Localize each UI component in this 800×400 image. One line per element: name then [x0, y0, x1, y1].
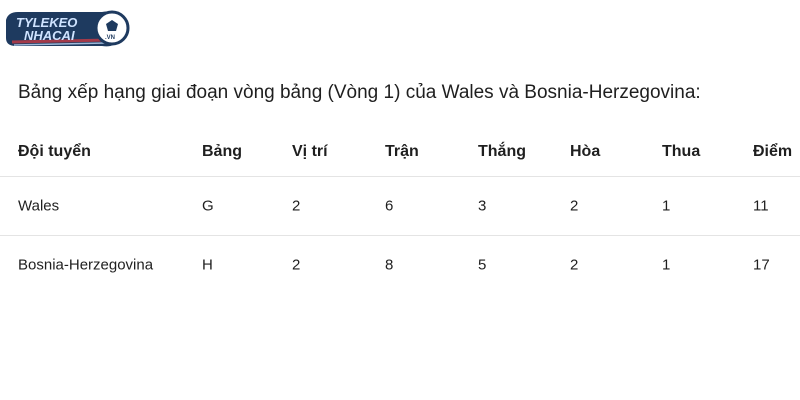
cell-position: 2: [292, 256, 301, 274]
cell-group: G: [202, 197, 214, 215]
cell-team: Wales: [18, 197, 60, 215]
header-team: Đội tuyển: [18, 143, 91, 160]
table-row: Bosnia-Herzegovina H 2 8 5 2 1 17: [0, 236, 800, 294]
cell-played: 8: [385, 256, 394, 274]
header-losses: Thua: [662, 143, 701, 160]
table-row: Wales G 2 6 3 2 1 11: [0, 177, 800, 236]
cell-wins: 5: [478, 256, 487, 274]
table-header-row: Đội tuyển Bảng Vị trí Trận Thắng Hòa Thu…: [0, 130, 800, 177]
cell-wins: 3: [478, 197, 487, 215]
cell-points: 11: [753, 197, 769, 215]
cell-points: 17: [753, 256, 770, 274]
cell-losses: 1: [662, 197, 671, 215]
svg-text:.VN: .VN: [105, 35, 115, 41]
site-logo[interactable]: .VN TYLEKEO NHACAI: [2, 6, 132, 52]
standings-table: Đội tuyển Bảng Vị trí Trận Thắng Hòa Thu…: [0, 130, 800, 294]
cell-losses: 1: [662, 256, 671, 274]
header-played: Trận: [385, 143, 419, 160]
cell-position: 2: [292, 197, 301, 215]
svg-text:TYLEKEO: TYLEKEO: [16, 15, 77, 30]
page-title: Bảng xếp hạng giai đoạn vòng bảng (Vòng …: [18, 82, 701, 103]
header-group: Bảng: [202, 143, 242, 160]
cell-draws: 2: [570, 197, 579, 215]
svg-text:NHACAI: NHACAI: [24, 28, 75, 43]
header-wins: Thắng: [478, 143, 526, 160]
header-draws: Hòa: [570, 143, 601, 160]
cell-group: H: [202, 256, 213, 274]
cell-played: 6: [385, 197, 394, 215]
cell-team: Bosnia-Herzegovina: [18, 256, 154, 274]
header-position: Vị trí: [292, 143, 328, 160]
cell-draws: 2: [570, 256, 579, 274]
header-points: Điểm: [753, 143, 793, 160]
